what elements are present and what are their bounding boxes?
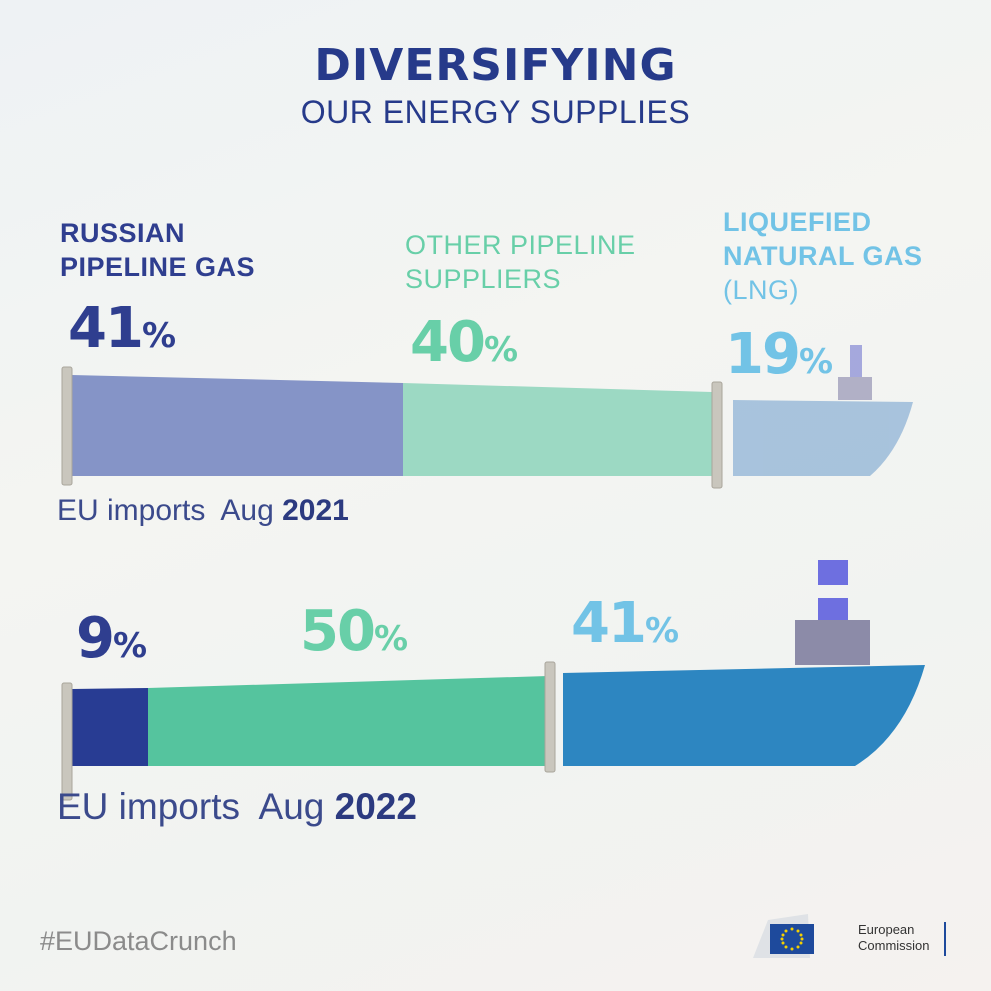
row-label-2021: EU imports Aug 2021	[57, 494, 349, 527]
row-label-2022: EU imports Aug 2022	[57, 786, 417, 827]
bar-2022-lng	[563, 665, 925, 766]
eu-flag-icon	[753, 914, 946, 958]
subtitle: OUR ENERGY SUPPLIES	[300, 94, 691, 130]
pipe-flange-right-2022	[544, 661, 556, 773]
bar-2022-other	[148, 676, 548, 766]
hashtag: #EUDataCrunch	[40, 926, 237, 956]
legend-lng-line2: NATURAL GAS	[723, 241, 923, 271]
european-commission-logo: European Commission	[748, 910, 948, 962]
value-2022-lng: 41%	[571, 591, 680, 656]
legend-other-line1: OTHER PIPELINE	[405, 230, 636, 260]
value-2021-other: 40%	[410, 310, 519, 375]
legend-russian: RUSSIAN PIPELINE GAS	[60, 216, 255, 284]
legend-russian-line2: PIPELINE GAS	[60, 252, 256, 282]
lng-ship-2021	[733, 345, 913, 476]
bar-2021-other	[403, 383, 712, 476]
bar-2021-lng	[733, 400, 913, 476]
value-2022-russian: 9%	[76, 606, 148, 671]
legend-other: OTHER PIPELINE SUPPLIERS	[405, 228, 636, 296]
legend-russian-line1: RUSSIAN	[60, 218, 186, 248]
legend-lng-line1: LIQUEFIED	[723, 207, 872, 237]
logo-line1: European	[858, 922, 915, 937]
ship-2021-bridge	[838, 377, 872, 400]
ship-2021-funnel	[850, 345, 862, 377]
logo-line2: Commission	[858, 938, 930, 953]
ship-2022-bridge	[795, 620, 870, 665]
legend-lng-line3: (LNG)	[723, 275, 799, 305]
title: DIVERSIFYING	[314, 40, 677, 91]
value-2022-other: 50%	[300, 599, 409, 664]
legend-other-line2: SUPPLIERS	[405, 264, 562, 294]
value-2021-russian: 41%	[68, 296, 177, 361]
bar-2021-russian	[72, 375, 403, 476]
pipe-flange-left-2022	[61, 682, 73, 801]
pipe-flange-right-2021	[711, 381, 723, 489]
pipe-flange-left-2021	[61, 366, 73, 486]
value-2021-lng: 19%	[725, 322, 834, 387]
lng-ship-2022	[563, 560, 925, 766]
legend-lng: LIQUEFIED NATURAL GAS (LNG)	[723, 205, 923, 307]
bar-2022-russian	[72, 688, 148, 766]
